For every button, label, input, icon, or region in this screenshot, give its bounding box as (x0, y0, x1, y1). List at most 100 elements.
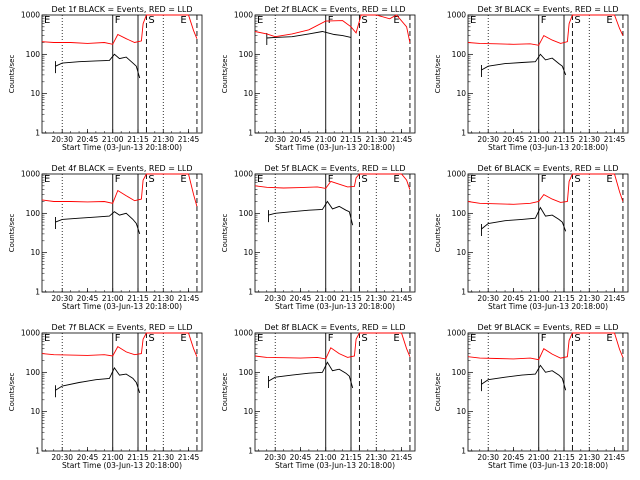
y-tick-label: 1000 (21, 11, 40, 20)
x-tick-label: 21:45 (178, 135, 200, 144)
series-line-events (481, 53, 567, 76)
x-tick-label: 21:00 (528, 135, 550, 144)
series-line-events (55, 211, 141, 235)
x-tick-label: 21:15 (127, 453, 149, 462)
x-tick-label: 20:45 (77, 453, 99, 462)
region-label: E (606, 333, 612, 344)
x-tick-label: 21:30 (365, 453, 387, 462)
y-tick-label: 1000 (234, 170, 253, 179)
series-line-lld (254, 14, 411, 43)
series-line-events (55, 53, 141, 79)
x-tick-label: 21:15 (553, 135, 575, 144)
x-tick-label: 20:45 (503, 453, 525, 462)
x-tick-label: 21:00 (102, 453, 124, 462)
x-tick-label: 21:00 (315, 294, 337, 303)
x-tick-label: 20:45 (290, 135, 312, 144)
region-label: F (115, 174, 121, 185)
plot-frame (467, 332, 629, 452)
series-line-events (268, 361, 354, 389)
region-label: E (470, 174, 476, 185)
region-label: E (44, 15, 50, 26)
panel-det-8: Det 8f BLACK = Events, RED = LLD 1 10 100 10… (221, 323, 416, 470)
region-label: S (148, 15, 154, 26)
y-tick-label: 1 (248, 447, 253, 456)
region-label: S (574, 15, 580, 26)
x-tick-label: 21:45 (604, 453, 626, 462)
y-tick-label: 1 (461, 447, 466, 456)
y-tick-label: 1000 (234, 329, 253, 338)
panel-title: Det 9f BLACK = Events, RED = LLD (477, 323, 618, 332)
y-tick-label: 10 (30, 407, 40, 416)
plot-frame (467, 173, 629, 293)
plot-frame (467, 14, 629, 134)
x-tick-label: 21:45 (178, 294, 200, 303)
region-label: S (574, 174, 580, 185)
y-tick-label: 10 (456, 248, 466, 257)
series-line-events (481, 206, 567, 232)
plot-frame (254, 14, 416, 134)
region-label: E (257, 15, 263, 26)
y-tick-label: 10 (243, 407, 253, 416)
y-axis-label: Counts/sec (8, 214, 16, 253)
region-label: E (44, 333, 50, 344)
x-tick-label: 20:30 (477, 453, 499, 462)
y-tick-label: 1 (35, 288, 40, 297)
y-axis-label: Counts/sec (8, 373, 16, 412)
y-tick-label: 100 (452, 209, 467, 218)
x-tick-label: 21:45 (391, 453, 413, 462)
panel-title: Det 4f BLACK = Events, RED = LLD (51, 164, 192, 173)
plot-frame (254, 173, 416, 293)
x-axis-label: Start Time (03-Jun-13 20:18:00) (62, 302, 182, 311)
series-line-lld (254, 173, 411, 190)
series-line-lld (254, 332, 411, 360)
x-tick-label: 20:30 (264, 135, 286, 144)
x-tick-label: 21:30 (152, 294, 174, 303)
y-tick-label: 1 (248, 129, 253, 138)
x-tick-label: 20:30 (51, 294, 73, 303)
y-axis-label: Counts/sec (434, 214, 442, 253)
x-tick-label: 20:45 (290, 294, 312, 303)
y-tick-label: 1 (461, 129, 466, 138)
region-label: E (470, 15, 476, 26)
plot-frame (41, 14, 203, 134)
y-tick-label: 100 (26, 209, 41, 218)
region-label: F (541, 333, 547, 344)
x-tick-label: 21:15 (340, 453, 362, 462)
x-axis-label: Start Time (03-Jun-13 20:18:00) (275, 143, 395, 152)
x-tick-label: 21:30 (152, 135, 174, 144)
series-line-lld (41, 173, 198, 207)
panel-det-2: Det 2f BLACK = Events, RED = LLD 1 10 100 10… (221, 5, 416, 152)
panel-title: Det 1f BLACK = Events, RED = LLD (51, 5, 192, 14)
region-label: F (541, 174, 547, 185)
y-tick-label: 10 (243, 248, 253, 257)
y-tick-label: 10 (456, 89, 466, 98)
panel-title: Det 3f BLACK = Events, RED = LLD (477, 5, 618, 14)
y-tick-label: 1 (461, 288, 466, 297)
series-line-events (481, 364, 567, 391)
y-axis-label: Counts/sec (434, 55, 442, 94)
y-tick-label: 100 (239, 209, 254, 218)
x-tick-label: 21:00 (102, 135, 124, 144)
panel-title: Det 7f BLACK = Events, RED = LLD (51, 323, 192, 332)
x-tick-label: 21:15 (127, 135, 149, 144)
y-axis-label: Counts/sec (8, 55, 16, 94)
x-tick-label: 21:15 (127, 294, 149, 303)
x-tick-label: 20:30 (51, 135, 73, 144)
y-tick-label: 10 (243, 89, 253, 98)
y-tick-label: 100 (239, 368, 254, 377)
region-label: F (328, 333, 334, 344)
series-line-events (268, 200, 354, 226)
plot-frame (254, 332, 416, 452)
x-tick-label: 21:15 (553, 453, 575, 462)
x-tick-label: 21:15 (340, 135, 362, 144)
x-axis-label: Start Time (03-Jun-13 20:18:00) (488, 461, 608, 470)
y-tick-label: 1000 (21, 170, 40, 179)
x-axis-label: Start Time (03-Jun-13 20:18:00) (62, 143, 182, 152)
x-tick-label: 20:30 (51, 453, 73, 462)
region-label: E (180, 174, 186, 185)
region-label: S (148, 333, 154, 344)
x-tick-label: 20:45 (290, 453, 312, 462)
region-label: E (180, 15, 186, 26)
y-tick-label: 1000 (447, 329, 466, 338)
